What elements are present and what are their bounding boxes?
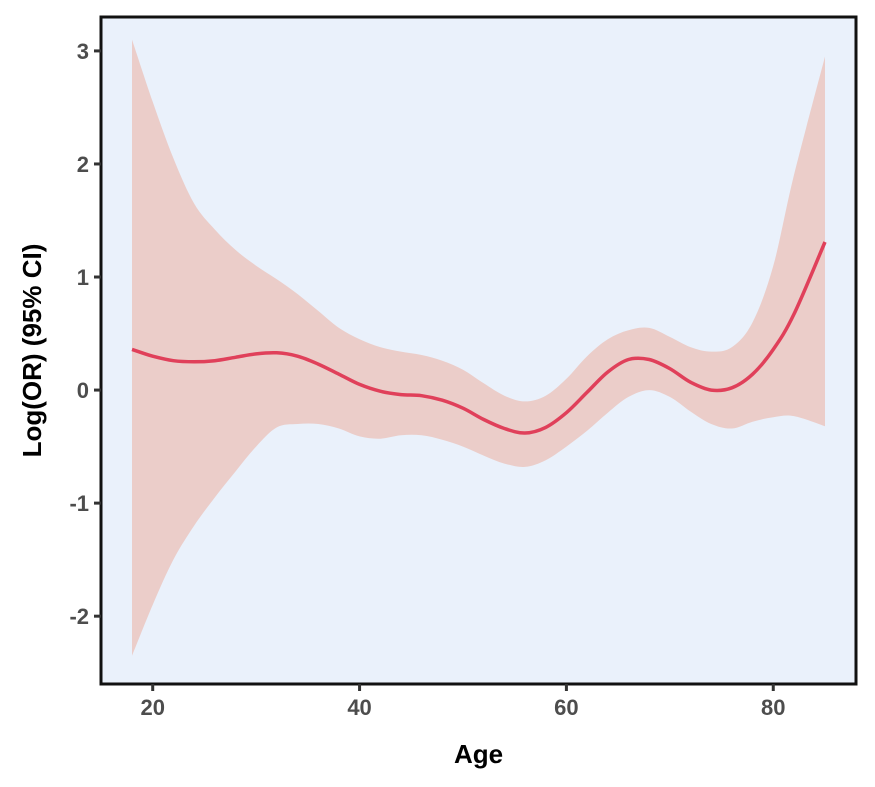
y-tick-label: 0: [77, 378, 89, 403]
y-axis-title: Log(OR) (95% CI): [17, 244, 47, 458]
x-axis: 20 40 60 80: [140, 684, 786, 720]
y-tick-label: -2: [69, 604, 89, 629]
plot-panel-frame: [99, 15, 858, 686]
x-tick-label: 40: [347, 695, 371, 720]
y-tick-label: 3: [77, 39, 89, 64]
y-tick-label: 2: [77, 152, 89, 177]
confidence-interval-band: [132, 39, 825, 656]
y-tick-label: 1: [77, 265, 89, 290]
x-tick-label: 60: [554, 695, 578, 720]
x-axis-title: Age: [454, 739, 503, 769]
x-tick-label: 20: [140, 695, 164, 720]
y-tick-label: -1: [69, 491, 89, 516]
x-tick-label: 80: [761, 695, 785, 720]
estimate-line: [131, 241, 827, 435]
y-axis: 3 2 1 0 -1 -2: [69, 39, 101, 629]
